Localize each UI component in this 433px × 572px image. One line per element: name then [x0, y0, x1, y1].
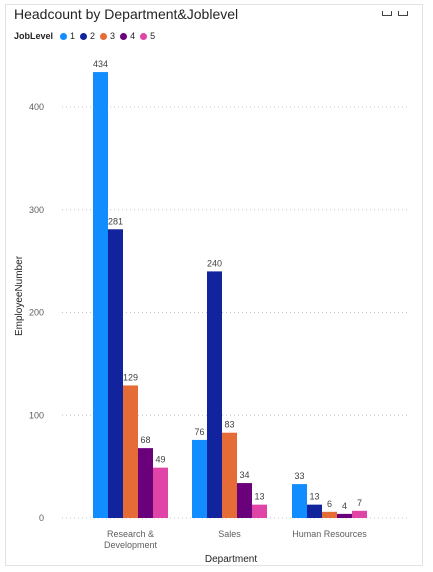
- bar: [93, 72, 108, 518]
- x-tick-label: Human Resources: [292, 529, 367, 539]
- bar: [192, 439, 207, 518]
- data-label: 129: [123, 372, 138, 382]
- data-label: 49: [155, 455, 165, 465]
- legend-swatch: [60, 32, 68, 40]
- data-label: 76: [194, 427, 204, 437]
- x-tick-label: Sales: [218, 529, 241, 539]
- legend-label: 5: [150, 31, 156, 41]
- y-axis-title: EmployeeNumber: [14, 255, 25, 336]
- bar: [222, 432, 237, 518]
- data-label: 13: [254, 492, 264, 502]
- data-label: 33: [294, 471, 304, 481]
- data-label: 6: [327, 499, 332, 509]
- legend-swatch: [120, 32, 128, 40]
- data-label: 281: [108, 216, 123, 226]
- x-axis-title: Department: [205, 554, 257, 565]
- visual-header-icons[interactable]: [376, 3, 408, 16]
- y-tick-label: 400: [29, 102, 44, 112]
- bar: [307, 504, 322, 518]
- legend-item-1[interactable]: 1: [60, 31, 75, 41]
- legend-label: 1: [70, 31, 76, 41]
- data-label: 7: [357, 498, 362, 508]
- bar: [207, 271, 222, 518]
- bar: [322, 511, 337, 518]
- data-label: 434: [93, 59, 108, 69]
- legend-item-3[interactable]: 3: [100, 31, 115, 41]
- bar: [123, 385, 138, 518]
- bar: [252, 504, 267, 518]
- data-label: 13: [309, 492, 319, 502]
- data-label: 4: [342, 501, 347, 511]
- bar: [108, 229, 123, 518]
- chart-title: Headcount by Department&Joblevel: [14, 6, 239, 22]
- legend-swatch: [140, 32, 148, 40]
- legend-title: JobLevel: [14, 31, 54, 41]
- legend-item-4[interactable]: 4: [120, 31, 135, 41]
- legend-label: 3: [110, 31, 116, 41]
- data-label: 240: [207, 258, 222, 268]
- x-tick-label: Research & Development: [104, 529, 158, 550]
- bar: [153, 467, 168, 518]
- data-label: 34: [239, 470, 249, 480]
- filter-icon[interactable]: [382, 11, 392, 16]
- bar: [292, 484, 307, 518]
- legend-items: 1 2 3 4 5: [60, 31, 160, 41]
- data-label: 83: [224, 420, 234, 430]
- bar: [337, 513, 352, 518]
- legend: JobLevel 1 2 3 4 5: [14, 31, 160, 41]
- bar: [352, 510, 367, 518]
- y-tick-label: 300: [29, 205, 44, 215]
- legend-label: 2: [90, 31, 96, 41]
- legend-item-2[interactable]: 2: [80, 31, 95, 41]
- bar: [138, 448, 153, 518]
- bar: [237, 483, 252, 518]
- data-label: 68: [140, 435, 150, 445]
- y-tick-label: 100: [29, 410, 44, 420]
- y-tick-label: 0: [39, 513, 44, 523]
- y-tick-label: 200: [29, 308, 44, 318]
- legend-item-5[interactable]: 5: [140, 31, 155, 41]
- more-options-icon[interactable]: [398, 11, 408, 16]
- legend-swatch: [100, 32, 108, 40]
- legend-swatch: [80, 32, 88, 40]
- legend-label: 4: [130, 31, 136, 41]
